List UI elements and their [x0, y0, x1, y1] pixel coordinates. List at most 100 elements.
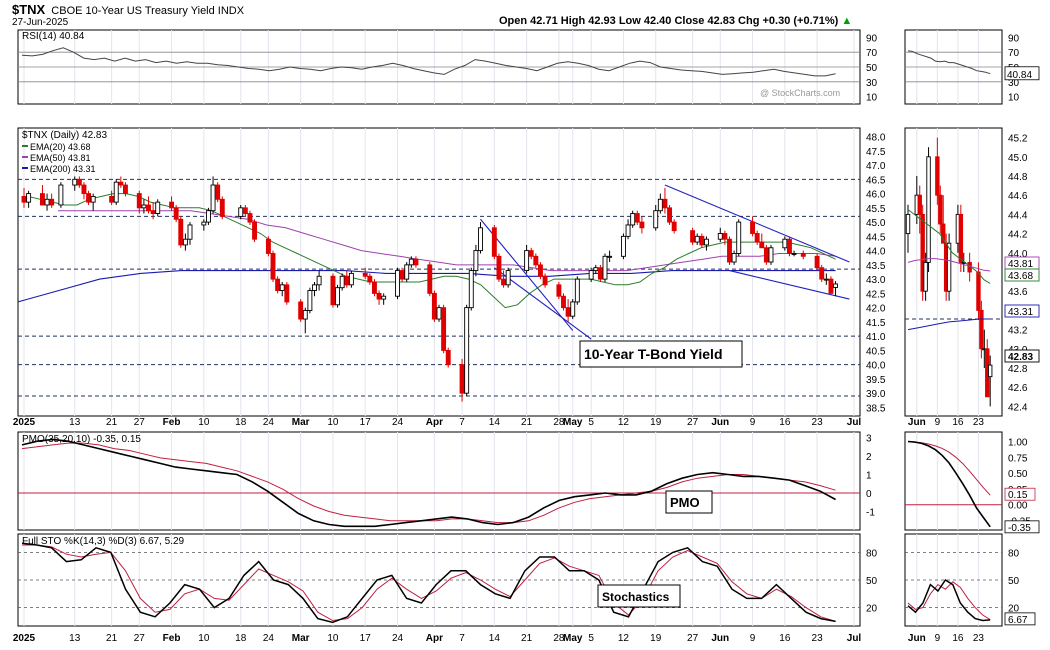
inset-rsi-line: [907, 50, 991, 75]
price-candle-body: [242, 207, 248, 214]
x-tick-label: 9: [750, 633, 756, 644]
price-candle-body: [219, 198, 225, 217]
inset-price-y-tick: 44.2: [1008, 230, 1028, 241]
price-candle-body: [404, 264, 410, 280]
inset-rsi-y-tick: 70: [1008, 48, 1020, 59]
inset-candle-body: [958, 213, 964, 263]
pmo-line: [21, 438, 836, 528]
price-candle-body: [187, 224, 193, 240]
panel-frame-pmo: [17, 431, 861, 531]
price-candle-body: [597, 267, 603, 280]
x-tick-label: 14: [489, 633, 501, 644]
x-tick-label: Mar: [292, 633, 310, 644]
pmo-signal-tag: [1004, 487, 1036, 501]
inset-x-tick-label: 9: [935, 633, 941, 644]
inset-price-y-tick: 44.0: [1008, 249, 1028, 260]
price-candle-body: [570, 301, 576, 317]
pmo-annotation-box: [665, 490, 713, 514]
watermark: @ StockCharts.com: [760, 88, 840, 98]
price-value-tag: [1004, 349, 1040, 363]
price-candle-body: [473, 250, 479, 272]
x-tick-label: 24: [263, 633, 275, 644]
price-candle-body: [694, 235, 700, 243]
price-candle-body: [399, 270, 405, 280]
price-candle-body: [265, 238, 271, 254]
ohlc-values: Open 42.71 High 42.93 Low 42.40 Close 42…: [499, 15, 839, 27]
legend-entry: EMA(50) 43.81: [30, 153, 91, 163]
x-tick-label: 24: [392, 633, 404, 644]
trendline: [664, 184, 850, 263]
price-candle-body: [141, 204, 147, 209]
x-tick-label: 5: [588, 633, 594, 644]
inset-pmo-y-tick: 0.75: [1008, 453, 1028, 464]
inset-x-tick-label: Jun: [908, 417, 926, 428]
price-candle-body: [441, 307, 447, 351]
price-candle-body: [561, 295, 566, 309]
price-candle-body: [478, 227, 483, 252]
x-tick-label: Feb: [163, 417, 181, 428]
price-candle-body: [238, 207, 244, 217]
inset-stoch-d-line: [907, 581, 991, 621]
price-candle-body: [86, 193, 92, 203]
x-tick-label: Mar: [292, 417, 310, 428]
stoch-value-tag-label: 6.67: [1008, 615, 1028, 626]
inset-price-y-tick: 42.6: [1008, 383, 1028, 394]
price-candle-body: [468, 270, 474, 309]
stoch-annotation-box: [597, 584, 681, 608]
price-candle-body: [814, 255, 820, 269]
price-candle-body: [763, 247, 769, 263]
price-candle-body: [81, 184, 87, 195]
price-candle-body: [201, 221, 207, 226]
price-candle-body: [662, 198, 668, 209]
pmo-y-tick: 1: [866, 471, 872, 482]
inset-x-tick-label: 23: [973, 633, 985, 644]
price-candle-body: [122, 184, 128, 195]
price-candle-body: [833, 283, 839, 288]
price-y-tick: 43.0: [866, 275, 886, 286]
price-candle-body: [215, 184, 221, 200]
pmo-y-tick: 3: [866, 434, 872, 445]
inset-pmo-line: [907, 440, 991, 528]
trendline: [729, 270, 850, 300]
price-candle-body: [491, 227, 497, 257]
rsi-title: RSI(14) 40.84: [22, 31, 85, 42]
price-y-tick: 47.0: [866, 161, 886, 172]
price-candle-body: [316, 275, 322, 286]
x-tick-label: 27: [134, 417, 146, 428]
price-y-tick: 41.0: [866, 332, 886, 343]
inset-x-tick-label: 23: [973, 417, 985, 428]
rsi-value-label: 40.84: [1007, 70, 1032, 81]
price-candle-body: [786, 238, 792, 254]
inset-price-y-tick: 44.4: [1008, 210, 1028, 221]
ema50-line: [58, 210, 836, 272]
price-candle-body: [376, 292, 382, 300]
price-candle-body: [210, 184, 216, 212]
x-tick-label: 18: [235, 633, 247, 644]
price-candle-body: [367, 275, 373, 283]
stoch-y-tick: 20: [866, 604, 878, 615]
price-candle-body: [371, 281, 377, 294]
price-candle-body: [431, 292, 437, 320]
price-candle-body: [828, 278, 834, 294]
price-candle-body: [750, 221, 756, 234]
rsi-y-tick: 70: [866, 48, 878, 59]
price-candle-body: [699, 235, 705, 246]
chart-date: 27-Jun-2025: [12, 17, 69, 28]
price-candle-body: [731, 253, 737, 263]
price-candle-body: [459, 364, 465, 394]
price-candle-body: [270, 253, 276, 280]
price-candle-body: [505, 270, 511, 286]
price-y-tick: 39.0: [866, 389, 886, 400]
inset-price-y-tick: 45.0: [1008, 153, 1028, 164]
x-tick-label: 2025: [13, 633, 36, 644]
stoch-annotation-text: Stochastics: [602, 590, 670, 604]
price-y-tick: 42.5: [866, 289, 886, 300]
x-tick-label: 10: [327, 417, 339, 428]
price-candle-body: [252, 221, 258, 240]
price-candle-body: [445, 349, 451, 366]
price-candle-body: [722, 233, 728, 240]
price-candle-body: [537, 264, 543, 277]
price-candle-body: [39, 193, 45, 206]
x-tick-label: 13: [69, 417, 81, 428]
